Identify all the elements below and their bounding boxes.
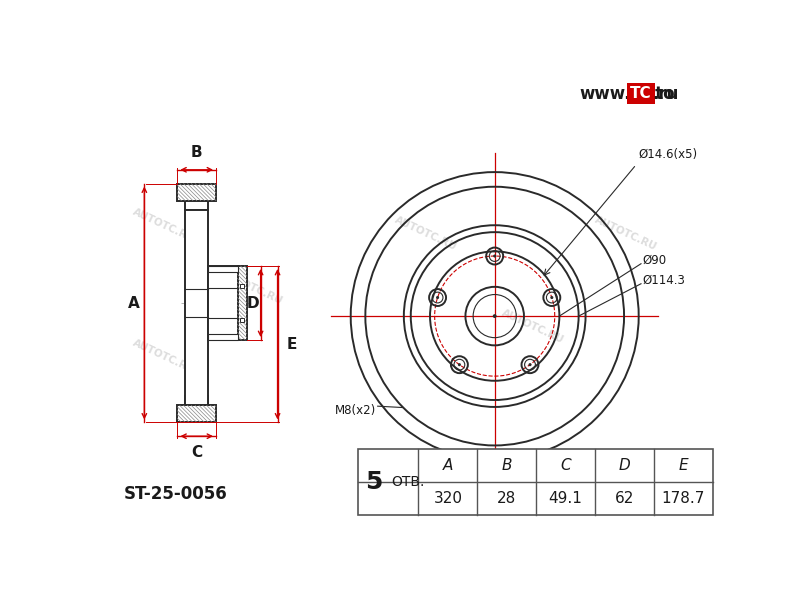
Bar	[208, 266, 238, 272]
Text: TC: TC	[630, 86, 652, 101]
Text: M8(x2): M8(x2)	[335, 404, 377, 416]
Bar	[240, 284, 244, 288]
Bar	[185, 210, 208, 406]
Bar	[238, 266, 246, 340]
Circle shape	[493, 254, 496, 257]
Text: www.Auto: www.Auto	[579, 85, 675, 103]
Text: Ø114.3: Ø114.3	[642, 274, 686, 286]
Bar	[178, 184, 216, 200]
Bar	[240, 318, 244, 322]
Text: A: A	[128, 295, 139, 311]
Text: D: D	[246, 295, 259, 311]
Text: AUTOTC.RU: AUTOTC.RU	[131, 338, 196, 376]
Bar	[178, 406, 216, 422]
Text: E: E	[678, 458, 688, 473]
Text: 5: 5	[365, 470, 382, 494]
Text: ОТВ.: ОТВ.	[391, 475, 425, 489]
Text: D: D	[618, 458, 630, 473]
Text: AUTOTC.RU: AUTOTC.RU	[593, 215, 658, 253]
Text: B: B	[502, 458, 512, 473]
Bar	[185, 200, 208, 210]
Text: A: A	[442, 458, 453, 473]
Bar	[208, 334, 238, 340]
Text: E: E	[287, 337, 297, 352]
Circle shape	[458, 363, 461, 366]
Text: C: C	[191, 445, 202, 460]
Text: AUTOTC.RU: AUTOTC.RU	[393, 215, 458, 253]
Text: ST-25-0056: ST-25-0056	[123, 485, 227, 503]
Text: B: B	[191, 145, 202, 160]
Circle shape	[529, 363, 531, 366]
Circle shape	[493, 314, 497, 318]
Circle shape	[550, 296, 554, 299]
Text: C: C	[560, 458, 571, 473]
Text: .ru: .ru	[653, 85, 679, 103]
Text: AUTOTC.RU: AUTOTC.RU	[501, 307, 566, 345]
Bar	[185, 396, 208, 406]
Text: Ø14.6(x5): Ø14.6(x5)	[638, 148, 698, 161]
Text: 28: 28	[497, 491, 516, 506]
Text: Ø90: Ø90	[642, 253, 666, 266]
Text: 320: 320	[434, 491, 462, 506]
Text: AUTOTC.RU: AUTOTC.RU	[131, 207, 196, 245]
Bar	[208, 266, 238, 340]
Text: AUTOTC.RU: AUTOTC.RU	[219, 269, 285, 307]
Text: 49.1: 49.1	[549, 491, 582, 506]
Text: 62: 62	[614, 491, 634, 506]
Bar	[358, 449, 713, 515]
Circle shape	[436, 296, 439, 299]
Text: 178.7: 178.7	[662, 491, 705, 506]
